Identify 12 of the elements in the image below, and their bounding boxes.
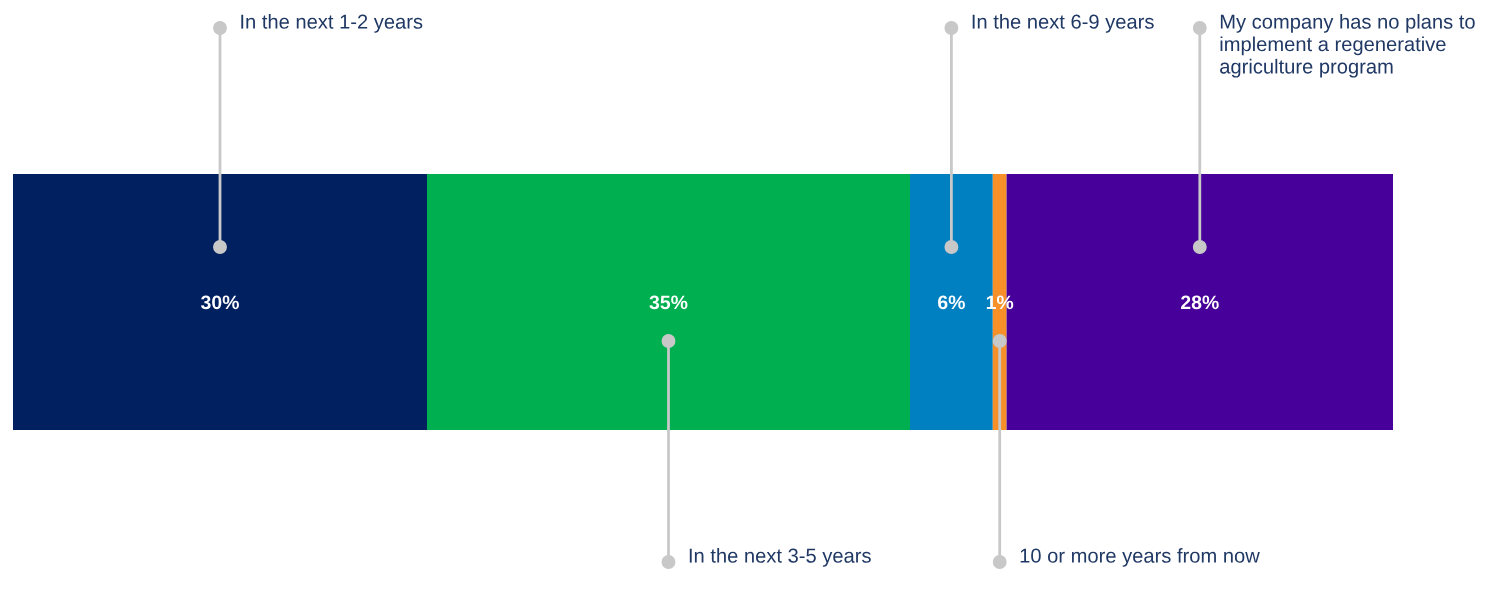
bar [13, 174, 427, 430]
data-label: 6% [938, 295, 965, 310]
bar [427, 174, 910, 430]
data-label: 28% [1181, 295, 1219, 310]
text: In the next 1-2 years [241, 14, 423, 33]
data-label: 1% [986, 295, 1014, 310]
data-label: 35% [649, 295, 688, 310]
text: In the next 3-5 years [689, 548, 871, 567]
text: My company has no plans to implement a regenerative agriculture program [1220, 14, 1475, 78]
text: In the next 6-9 years [972, 14, 1154, 33]
data-label: 30% [200, 295, 239, 310]
text: 10 or more years from now [1020, 548, 1260, 567]
